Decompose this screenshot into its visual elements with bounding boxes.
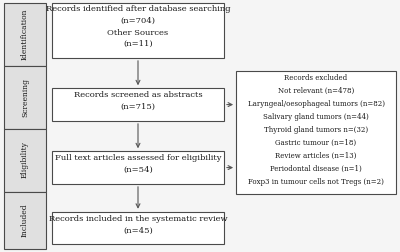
Text: Thyroid gland tumors n=(32): Thyroid gland tumors n=(32) [264, 126, 368, 134]
Text: Salivary gland tumors (n=44): Salivary gland tumors (n=44) [263, 113, 369, 121]
Text: (n=11): (n=11) [123, 40, 153, 48]
Text: Records screened as abstracts: Records screened as abstracts [74, 91, 202, 99]
Text: Laryngeal/oesophageal tumors (n=82): Laryngeal/oesophageal tumors (n=82) [248, 100, 384, 108]
Bar [4, 3, 46, 66]
Text: (n=45): (n=45) [123, 226, 153, 234]
Text: Review articles (n=13): Review articles (n=13) [275, 152, 357, 160]
Text: Included: Included [21, 204, 29, 237]
Bar [52, 212, 224, 244]
Text: Full text articles assessed for eligibility: Full text articles assessed for eligibil… [55, 154, 221, 162]
Text: Gastric tumour (n=18): Gastric tumour (n=18) [276, 139, 356, 147]
Text: Records excluded: Records excluded [284, 74, 348, 82]
Bar [52, 88, 224, 121]
Text: Not relevant (n=478): Not relevant (n=478) [278, 87, 354, 95]
Text: (n=715): (n=715) [120, 103, 156, 111]
Text: Eligibility: Eligibility [21, 142, 29, 178]
Text: Periodontal disease (n=1): Periodontal disease (n=1) [270, 165, 362, 173]
Text: Other Sources: Other Sources [108, 28, 168, 37]
Bar [52, 151, 224, 184]
Text: Foxp3 in tumour cells not Tregs (n=2): Foxp3 in tumour cells not Tregs (n=2) [248, 178, 384, 186]
Text: Records included in the systematic review: Records included in the systematic revie… [49, 215, 227, 223]
Text: Records identified after database searching: Records identified after database search… [46, 6, 230, 13]
Bar [52, 3, 224, 58]
Bar [4, 129, 46, 192]
Text: Screening: Screening [21, 78, 29, 116]
Text: (n=54): (n=54) [123, 166, 153, 174]
Bar [4, 66, 46, 129]
Text: Identification: Identification [21, 8, 29, 60]
Bar [4, 192, 46, 249]
Text: (n=704): (n=704) [120, 17, 156, 25]
Bar [236, 71, 396, 194]
